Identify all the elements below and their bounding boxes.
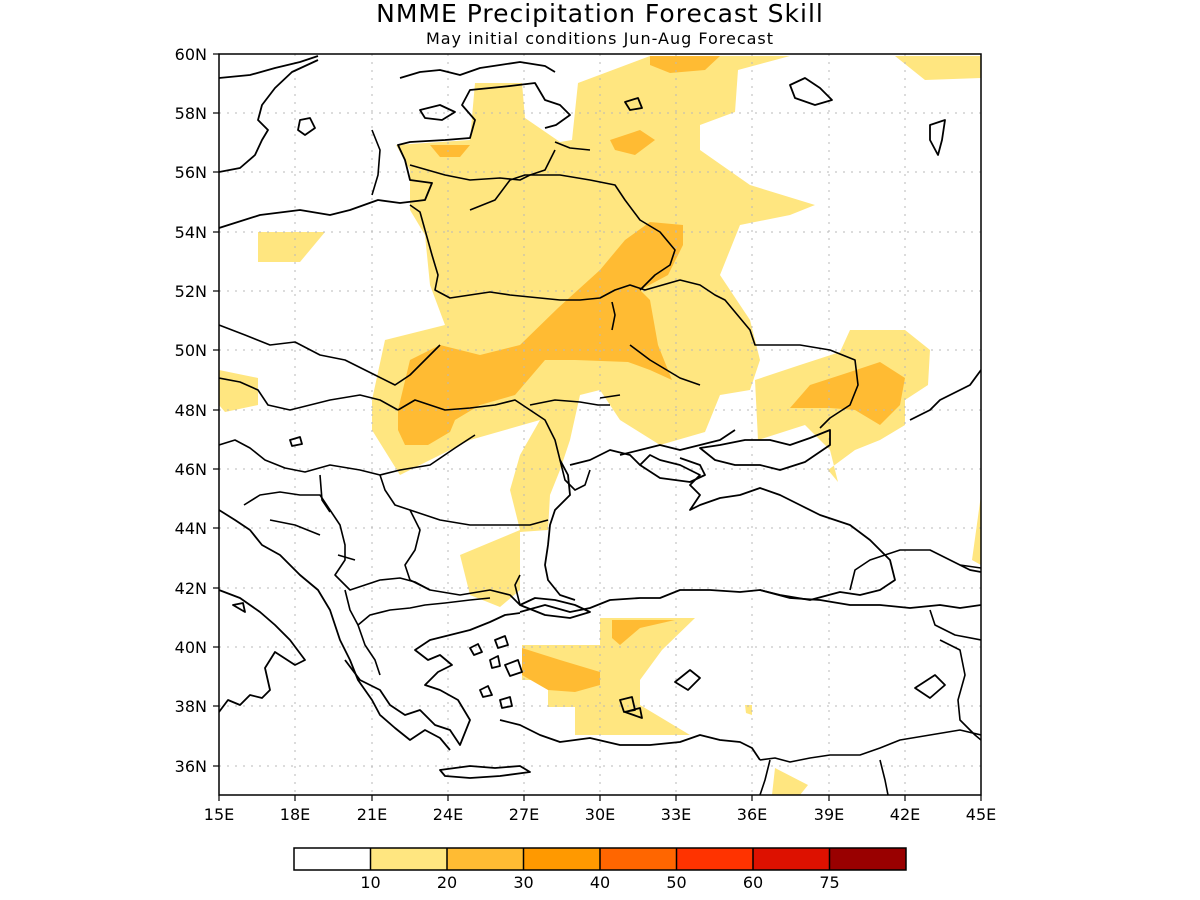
lat-label: 42N bbox=[175, 579, 207, 598]
lat-label: 48N bbox=[175, 401, 207, 420]
colorbar-label: 40 bbox=[590, 873, 610, 892]
colorbar-box-3 bbox=[523, 848, 600, 870]
colorbar-box-2 bbox=[447, 848, 524, 870]
saaremaa bbox=[419, 104, 456, 121]
sweden-coast bbox=[219, 55, 319, 79]
lon-label: 42E bbox=[890, 805, 920, 824]
lat-label: 58N bbox=[175, 104, 207, 123]
lat-label: 54N bbox=[175, 223, 207, 242]
skill-core-turkey-north bbox=[612, 620, 675, 645]
colorbar-label: 30 bbox=[513, 873, 533, 892]
skill-core-turkey bbox=[522, 648, 600, 692]
colorbar-box-1 bbox=[370, 848, 447, 870]
figure-title: NMME Precipitation Forecast Skill bbox=[376, 0, 824, 28]
lon-label: 24E bbox=[433, 805, 463, 824]
skill-region-poland-west bbox=[258, 232, 325, 262]
colorbar-box-5 bbox=[676, 848, 753, 870]
gotland bbox=[297, 117, 316, 136]
lon-label: 33E bbox=[661, 805, 691, 824]
skill-region-east-edge bbox=[972, 495, 981, 565]
lat-label: 60N bbox=[175, 45, 207, 64]
adriatic-coast-east bbox=[219, 509, 451, 751]
lon-label: 45E bbox=[966, 805, 996, 824]
colorbar-label: 20 bbox=[437, 873, 457, 892]
cyprus bbox=[674, 669, 701, 691]
colorbar-box-0 bbox=[294, 848, 371, 870]
skill-core-russia-north bbox=[610, 130, 655, 155]
crete bbox=[439, 765, 531, 779]
map-panel bbox=[219, 54, 981, 795]
figure-subtitle: May initial conditions Jun-Aug Forecast bbox=[426, 29, 774, 48]
colorbar-label: 50 bbox=[666, 873, 686, 892]
lon-label: 39E bbox=[814, 805, 844, 824]
lat-label: 52N bbox=[175, 282, 207, 301]
lon-label: 15E bbox=[204, 805, 234, 824]
lat-label: 36N bbox=[175, 757, 207, 776]
aegean-islands-1 bbox=[469, 635, 513, 709]
lake-onega-edge bbox=[929, 119, 946, 156]
lon-tick-labels: 15E 18E 21E 24E 27E 30E 33E 36E 39E 42E … bbox=[204, 805, 996, 824]
colorbar-label: 60 bbox=[743, 873, 763, 892]
turkey-south-coast bbox=[499, 719, 761, 761]
lat-label: 40N bbox=[175, 638, 207, 657]
skill-region-patch-small bbox=[745, 705, 752, 715]
lake-van bbox=[914, 674, 946, 699]
lat-label: 44N bbox=[175, 519, 207, 538]
skill-core-ukraine bbox=[398, 222, 683, 445]
lat-label: 56N bbox=[175, 163, 207, 182]
colorbar-box-6 bbox=[753, 848, 830, 870]
lon-label: 30E bbox=[585, 805, 615, 824]
colorbar-box-4 bbox=[600, 848, 677, 870]
skill-core-russia-south bbox=[790, 362, 905, 425]
colorbar-label: 10 bbox=[360, 873, 380, 892]
black-sea-north bbox=[569, 449, 896, 601]
rhodes bbox=[619, 696, 643, 719]
lat-tick-labels: 36N 38N 40N 42N 44N 46N 48N 50N 52N 54N … bbox=[175, 45, 207, 776]
colorbar-box-7 bbox=[829, 848, 906, 870]
skill-shading-20-30 bbox=[398, 56, 905, 692]
tick-marks bbox=[213, 53, 982, 801]
lat-label: 38N bbox=[175, 697, 207, 716]
greece-coast bbox=[344, 612, 521, 746]
country-borders bbox=[219, 129, 981, 795]
lake-ladoga bbox=[789, 77, 833, 106]
lat-label: 50N bbox=[175, 341, 207, 360]
colorbar-label: 75 bbox=[819, 873, 839, 892]
lon-label: 27E bbox=[509, 805, 539, 824]
coastlines bbox=[219, 55, 981, 779]
graticule bbox=[219, 54, 981, 795]
skill-core-baltic bbox=[430, 145, 470, 157]
gulf-finland bbox=[399, 61, 556, 79]
lon-label: 18E bbox=[280, 805, 310, 824]
caspian-south-east bbox=[959, 564, 981, 573]
lesbos bbox=[504, 659, 523, 677]
lake-small bbox=[624, 97, 643, 111]
italy-coast bbox=[219, 589, 306, 713]
turkey-north-coast bbox=[519, 589, 981, 613]
balkan-lakes bbox=[232, 436, 303, 613]
colorbar: 10 20 30 40 50 60 75 bbox=[293, 847, 907, 892]
azov-sea bbox=[699, 429, 831, 471]
skill-core-top bbox=[650, 56, 720, 73]
lon-label: 21E bbox=[357, 805, 387, 824]
lat-label: 46N bbox=[175, 460, 207, 479]
marmara bbox=[519, 597, 591, 619]
skill-region-north-east bbox=[895, 56, 981, 80]
crimea bbox=[619, 429, 736, 483]
baltic-coast-south bbox=[219, 59, 571, 229]
lon-label: 36E bbox=[737, 805, 767, 824]
caspian-edge bbox=[909, 369, 981, 421]
skill-region-south-east bbox=[772, 768, 808, 795]
